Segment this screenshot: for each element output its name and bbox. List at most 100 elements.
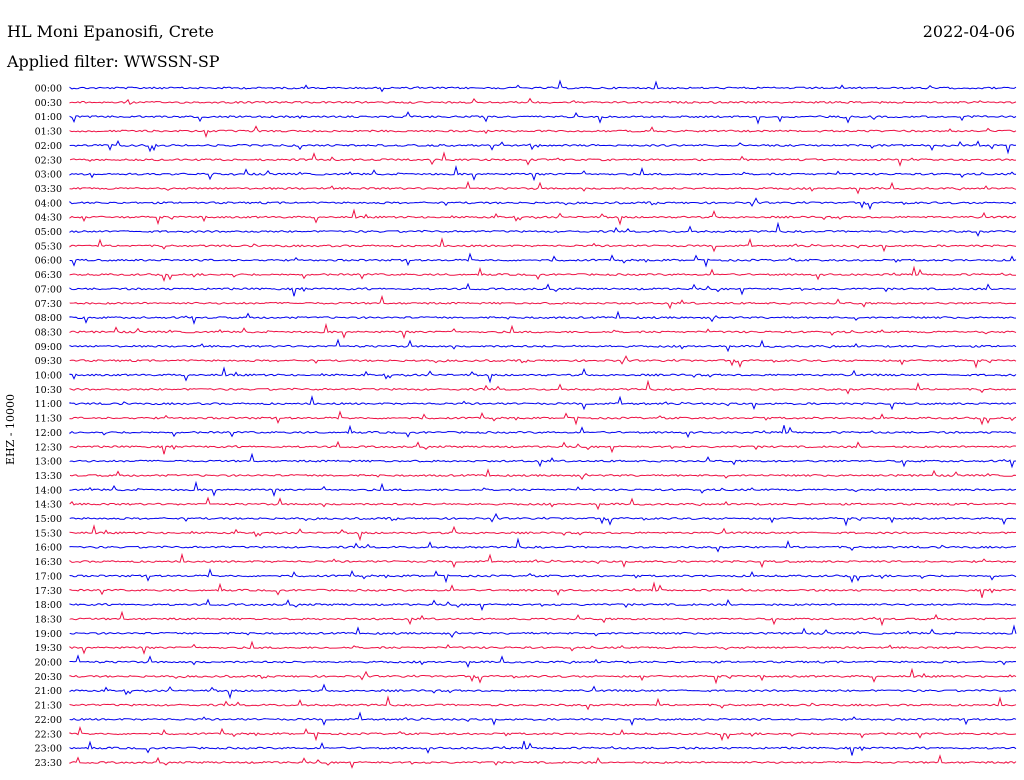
row-label-10:30: 10:30 — [35, 385, 62, 396]
row-label-12:30: 12:30 — [35, 442, 62, 453]
trace-12:00 — [69, 424, 1017, 439]
trace-18:30 — [69, 610, 1017, 627]
row-label-20:30: 20:30 — [35, 672, 62, 683]
trace-21:30 — [69, 695, 1017, 711]
filter-label: Applied filter: WWSSN-SP — [7, 52, 220, 71]
trace-09:30 — [69, 355, 1017, 369]
trace-09:00 — [69, 338, 1017, 353]
trace-17:00 — [69, 568, 1017, 584]
row-label-13:30: 13:30 — [35, 471, 62, 482]
trace-06:00 — [69, 252, 1017, 268]
trace-16:30 — [69, 552, 1017, 569]
row-label-07:00: 07:00 — [35, 284, 62, 295]
row-label-03:00: 03:00 — [35, 170, 62, 181]
station-title: HL Moni Epanosifi, Crete — [7, 22, 215, 41]
row-label-19:00: 19:00 — [35, 629, 62, 640]
trace-21:00 — [69, 683, 1017, 700]
row-label-19:30: 19:30 — [35, 643, 62, 654]
row-label-21:00: 21:00 — [35, 686, 62, 697]
trace-02:00 — [69, 139, 1017, 155]
row-label-group: 00:00 00:30 01:00 01:30 02:00 02:30 03:00 03:30… — [35, 84, 62, 769]
trace-00:00 — [69, 79, 1017, 93]
row-label-03:30: 03:30 — [35, 184, 62, 195]
trace-07:30 — [69, 294, 1017, 310]
row-label-14:30: 14:30 — [35, 500, 62, 511]
trace-13:00 — [69, 452, 1017, 469]
trace-19:30 — [69, 640, 1017, 655]
trace-20:30 — [69, 667, 1017, 685]
trace-20:00 — [69, 654, 1017, 668]
trace-08:00 — [69, 310, 1017, 325]
row-label-08:00: 08:00 — [35, 313, 62, 324]
row-label-16:30: 16:30 — [35, 557, 62, 568]
row-label-11:00: 11:00 — [35, 399, 62, 410]
trace-05:00 — [69, 221, 1017, 237]
trace-23:00 — [69, 740, 1017, 756]
trace-18:00 — [69, 598, 1017, 612]
trace-17:30 — [69, 581, 1017, 598]
trace-group — [69, 79, 1017, 769]
row-label-10:00: 10:00 — [35, 371, 62, 382]
row-label-00:00: 00:00 — [35, 84, 62, 95]
row-label-05:00: 05:00 — [35, 227, 62, 238]
trace-05:30 — [69, 237, 1017, 253]
row-label-15:00: 15:00 — [35, 514, 62, 525]
trace-22:30 — [69, 725, 1017, 742]
row-label-23:30: 23:30 — [35, 758, 62, 769]
row-label-02:00: 02:00 — [35, 141, 62, 152]
trace-16:00 — [69, 537, 1017, 553]
row-label-07:30: 07:30 — [35, 299, 62, 310]
row-label-01:00: 01:00 — [35, 112, 62, 123]
trace-07:00 — [69, 282, 1017, 297]
trace-12:30 — [69, 440, 1017, 455]
trace-14:30 — [69, 496, 1017, 511]
row-label-01:30: 01:30 — [35, 127, 62, 138]
row-label-09:30: 09:30 — [35, 356, 62, 367]
row-label-02:30: 02:30 — [35, 155, 62, 166]
row-label-18:00: 18:00 — [35, 600, 62, 611]
row-label-09:00: 09:00 — [35, 342, 62, 353]
trace-10:30 — [69, 379, 1017, 395]
row-label-05:30: 05:30 — [35, 241, 62, 252]
row-label-17:00: 17:00 — [35, 571, 62, 582]
trace-08:30 — [69, 322, 1017, 340]
trace-04:00 — [69, 197, 1017, 211]
row-label-18:30: 18:30 — [35, 614, 62, 625]
date-label: 2022-04-06 — [922, 22, 1015, 41]
row-label-12:00: 12:00 — [35, 428, 62, 439]
trace-15:00 — [69, 512, 1017, 527]
trace-10:00 — [69, 366, 1017, 384]
row-label-23:00: 23:00 — [35, 744, 62, 755]
row-label-13:00: 13:00 — [35, 457, 62, 468]
trace-02:30 — [69, 151, 1017, 167]
row-label-06:00: 06:00 — [35, 256, 62, 267]
trace-23:30 — [69, 754, 1017, 769]
trace-11:00 — [69, 395, 1017, 411]
row-label-17:30: 17:30 — [35, 586, 62, 597]
row-label-22:30: 22:30 — [35, 729, 62, 740]
trace-22:00 — [69, 711, 1017, 726]
trace-03:00 — [69, 165, 1017, 182]
row-label-22:00: 22:00 — [35, 715, 62, 726]
trace-01:00 — [69, 111, 1017, 125]
row-label-08:30: 08:30 — [35, 327, 62, 338]
trace-00:30 — [69, 97, 1017, 106]
row-label-11:30: 11:30 — [35, 414, 62, 425]
trace-15:30 — [69, 524, 1017, 542]
row-label-16:00: 16:00 — [35, 543, 62, 554]
row-label-04:30: 04:30 — [35, 213, 62, 224]
trace-06:30 — [69, 265, 1017, 283]
trace-14:00 — [69, 480, 1017, 497]
trace-01:30 — [69, 125, 1017, 138]
trace-03:30 — [69, 180, 1017, 195]
row-label-06:30: 06:30 — [35, 270, 62, 281]
row-label-15:30: 15:30 — [35, 528, 62, 539]
trace-13:30 — [69, 468, 1017, 481]
trace-04:30 — [69, 208, 1017, 226]
trace-19:00 — [69, 624, 1017, 638]
row-label-00:30: 00:30 — [35, 98, 62, 109]
row-label-04:00: 04:00 — [35, 198, 62, 209]
row-label-21:30: 21:30 — [35, 701, 62, 712]
row-label-14:00: 14:00 — [35, 485, 62, 496]
